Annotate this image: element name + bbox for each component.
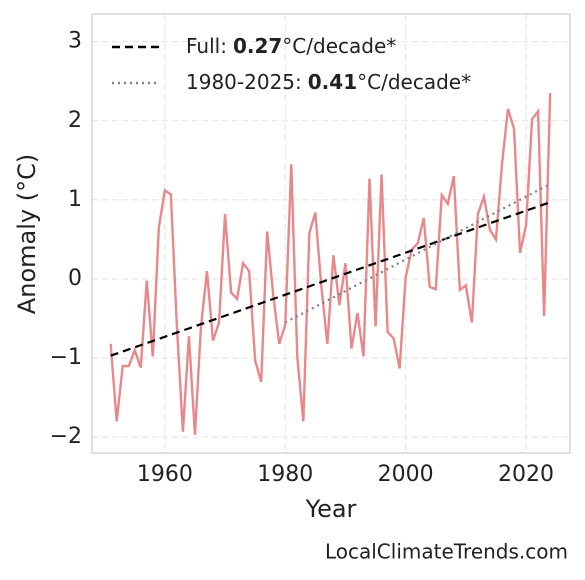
x-axis-label: Year (305, 495, 357, 523)
y-tick-label: −1 (50, 345, 82, 370)
legend-label: Full: 0.27°C/decade* (186, 34, 396, 58)
plot-frame (91, 13, 571, 454)
legend-name: 1980-2025: (186, 70, 302, 94)
series-line (109, 93, 552, 435)
legend-name: Full: (186, 34, 227, 58)
legend-unit: °C/decade* (282, 34, 396, 58)
legend-label: 1980-2025: 0.41°C/decade* (186, 70, 471, 94)
x-tick-label: 2000 (378, 462, 434, 487)
legend-rate: 0.41 (308, 70, 357, 94)
y-tick-label: 3 (68, 29, 82, 54)
y-tick-label: 1 (68, 187, 82, 212)
legend-rate: 0.27 (233, 34, 282, 58)
x-tick-label: 1980 (257, 462, 313, 487)
y-tick-label: −2 (50, 424, 82, 449)
series-line (284, 183, 551, 324)
x-tick-label: 2020 (498, 462, 554, 487)
y-tick-label: 2 (68, 108, 82, 133)
watermark: LocalClimateTrends.com (325, 540, 568, 564)
y-tick-label: 0 (68, 266, 82, 291)
y-axis-label: Anomaly (°C) (13, 154, 41, 314)
x-tick-label: 1960 (137, 462, 193, 487)
legend-unit: °C/decade* (357, 70, 471, 94)
